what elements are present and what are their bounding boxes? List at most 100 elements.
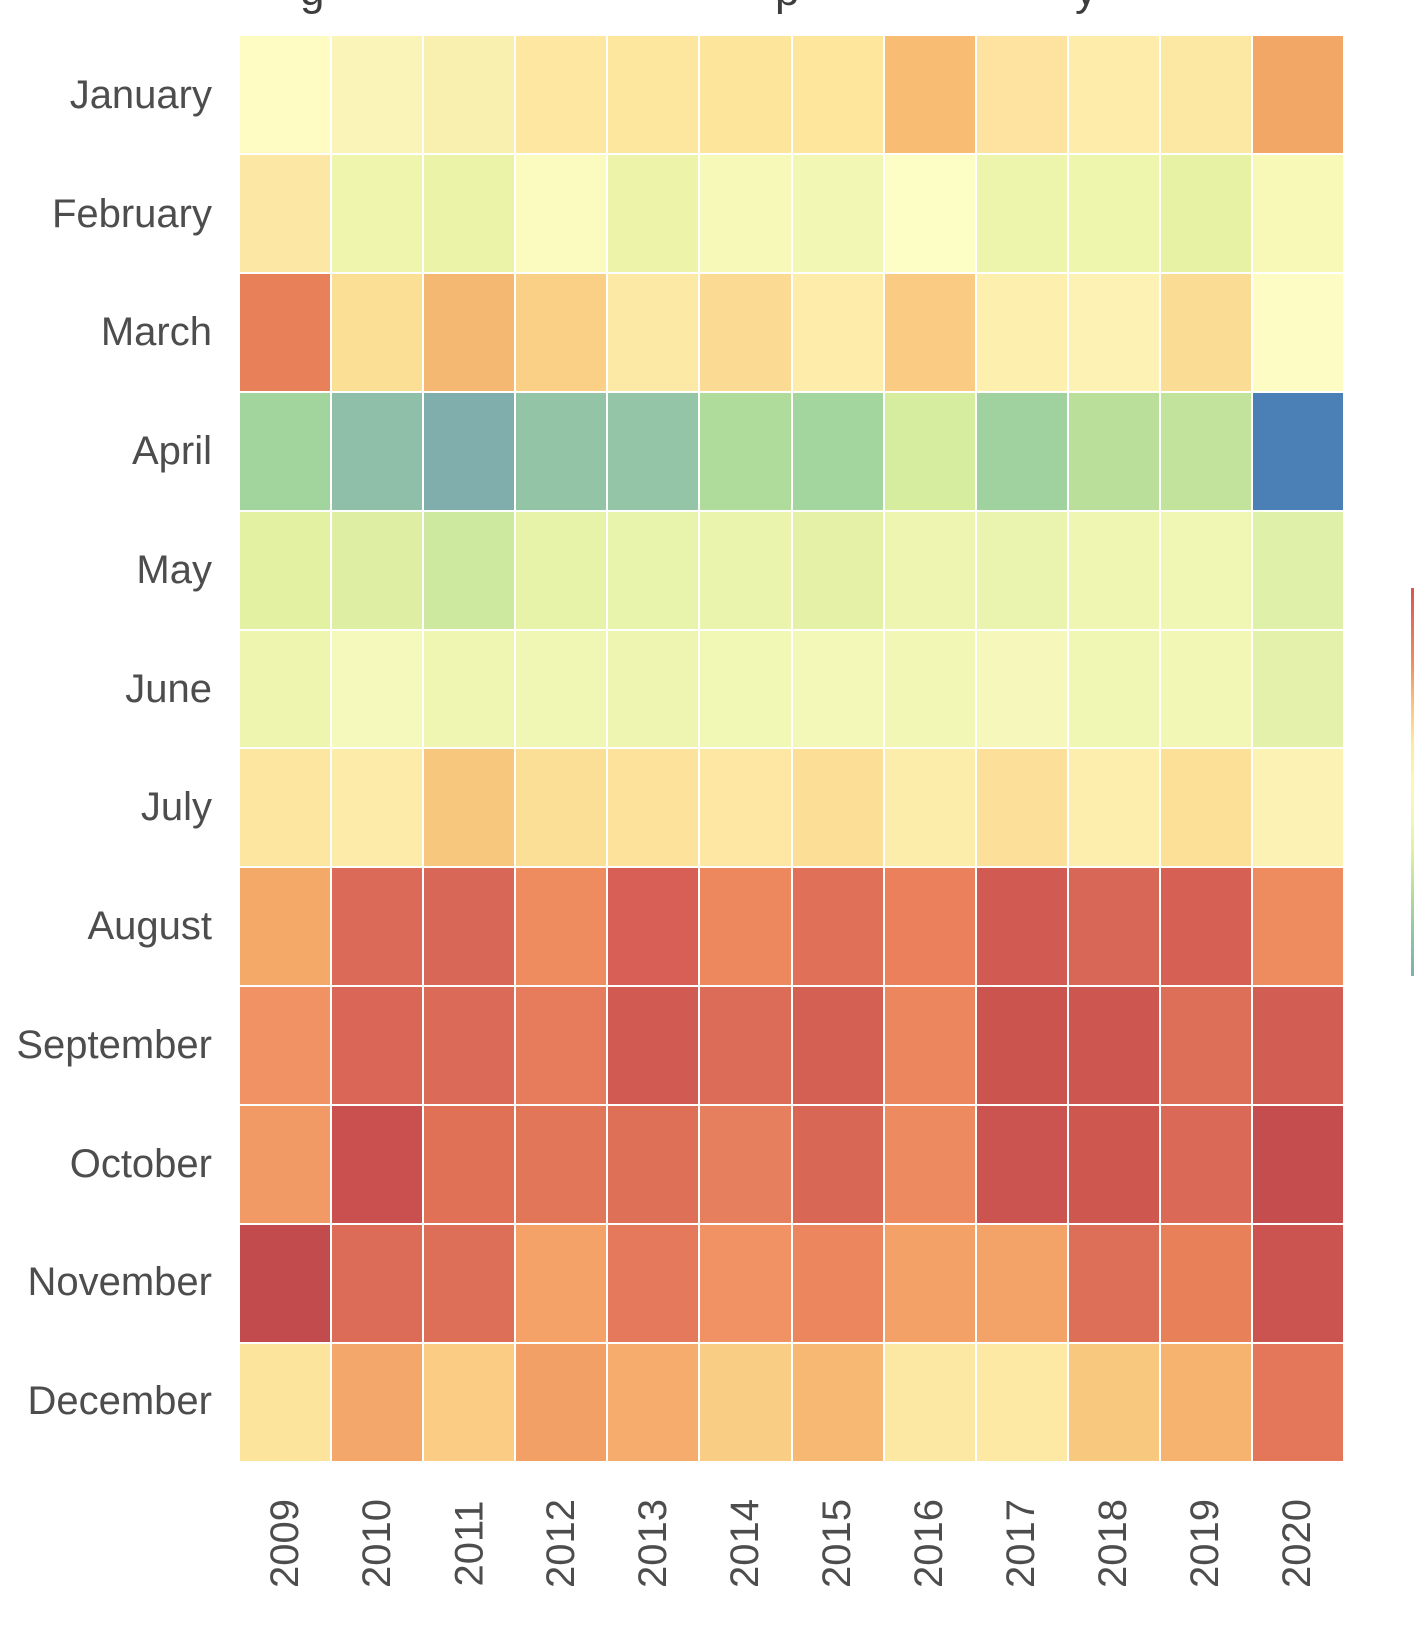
heatmap-cell (1252, 749, 1343, 867)
heatmap-cell (1252, 987, 1343, 1105)
heatmap-cell (608, 1106, 699, 1224)
y-tick-label: April (131, 429, 212, 474)
y-tick-label: February (51, 191, 212, 236)
heatmap-cell (240, 392, 331, 510)
heatmap-cell (608, 749, 699, 867)
heatmap-cell (1160, 154, 1251, 272)
heatmap-cell (1160, 511, 1251, 629)
y-tick-label: August (87, 904, 212, 949)
heatmap-cell (424, 868, 515, 986)
x-tick-label: 2014 (723, 1499, 768, 1588)
heatmap-cell (608, 1225, 699, 1343)
heatmap-cell (700, 987, 791, 1105)
heatmap-cell (884, 630, 975, 748)
heatmap-cell (792, 1225, 883, 1343)
heatmap-cell (976, 1106, 1067, 1224)
heatmap-cell (1160, 749, 1251, 867)
heatmap-cell (332, 273, 423, 391)
heatmap-cell (884, 154, 975, 272)
heatmap-cell (516, 511, 607, 629)
heatmap-cell (516, 273, 607, 391)
heatmap-cell (424, 749, 515, 867)
heatmap-cell (240, 630, 331, 748)
heatmap-cell (792, 154, 883, 272)
heatmap-cell (240, 1225, 331, 1343)
heatmap-cell (700, 511, 791, 629)
y-tick-label: June (125, 666, 212, 711)
heatmap-cell (792, 987, 883, 1105)
heatmap-cell (608, 987, 699, 1105)
heatmap-cell (332, 36, 423, 153)
heatmap-cell (884, 749, 975, 867)
heatmap-cell (240, 511, 331, 629)
heatmap-cell (608, 392, 699, 510)
heatmap-cell (1160, 868, 1251, 986)
x-tick-label: 2016 (906, 1499, 951, 1588)
heatmap-cell (1068, 749, 1159, 867)
x-tick-label: 2009 (263, 1499, 308, 1588)
heatmap-cell (700, 1225, 791, 1343)
heatmap-cell (240, 1106, 331, 1224)
heatmap-cell (332, 749, 423, 867)
heatmap-cell (424, 154, 515, 272)
heatmap-cell (516, 1106, 607, 1224)
heatmap-cell (424, 273, 515, 391)
heatmap-cell (1068, 630, 1159, 748)
heatmap-cell (1160, 987, 1251, 1105)
heatmap-cell (608, 511, 699, 629)
heatmap-cell (332, 987, 423, 1105)
heatmap-cell (240, 987, 331, 1105)
heatmap-cell (1252, 36, 1343, 153)
x-tick-label: 2020 (1274, 1499, 1319, 1588)
y-tick-label: November (27, 1260, 212, 1305)
heatmap-cell (1068, 154, 1159, 272)
heatmap-cell (424, 987, 515, 1105)
x-tick-label: 2017 (998, 1499, 1043, 1588)
heatmap-cell (884, 392, 975, 510)
heatmap-cell (1252, 1344, 1343, 1461)
x-tick-label: 2019 (1182, 1499, 1227, 1588)
heatmap-cell (1068, 987, 1159, 1105)
heatmap-cell (976, 511, 1067, 629)
heatmap-cell (332, 392, 423, 510)
x-tick-label: 2012 (539, 1499, 584, 1588)
title-descender-fragment: y (1075, 0, 1115, 16)
heatmap-cell (516, 36, 607, 153)
heatmap-cell (976, 868, 1067, 986)
heatmap-cell (516, 1344, 607, 1461)
colorbar-clipped (1411, 588, 1414, 976)
heatmap-cell (332, 1225, 423, 1343)
heatmap-cell (1068, 1106, 1159, 1224)
heatmap-cell (608, 1344, 699, 1461)
heatmap-cell (516, 987, 607, 1105)
heatmap-cell (332, 1344, 423, 1461)
heatmap-cell (424, 630, 515, 748)
heatmap-cell (1160, 1344, 1251, 1461)
heatmap-cell (1252, 868, 1343, 986)
heatmap-cell (332, 868, 423, 986)
heatmap-cell (516, 868, 607, 986)
heatmap-cell (792, 273, 883, 391)
heatmap-cell (792, 630, 883, 748)
heatmap-cell (976, 36, 1067, 153)
heatmap-cell (332, 511, 423, 629)
heatmap-cell (700, 1344, 791, 1461)
heatmap-cell (884, 36, 975, 153)
heatmap-cell (240, 749, 331, 867)
heatmap-cell (332, 630, 423, 748)
heatmap-cell (884, 1225, 975, 1343)
heatmap-cell (1068, 36, 1159, 153)
y-tick-label: December (27, 1379, 212, 1424)
heatmap-cell (792, 36, 883, 153)
heatmap-cell (700, 392, 791, 510)
heatmap-cell (1252, 1225, 1343, 1343)
title-descender-fragment: p (775, 0, 815, 16)
heatmap-cell (1252, 392, 1343, 510)
heatmap-cell (424, 511, 515, 629)
heatmap-cell (976, 749, 1067, 867)
heatmap-cell (240, 36, 331, 153)
heatmap-cell (1160, 630, 1251, 748)
heatmap-cell (700, 749, 791, 867)
heatmap-cell (884, 511, 975, 629)
